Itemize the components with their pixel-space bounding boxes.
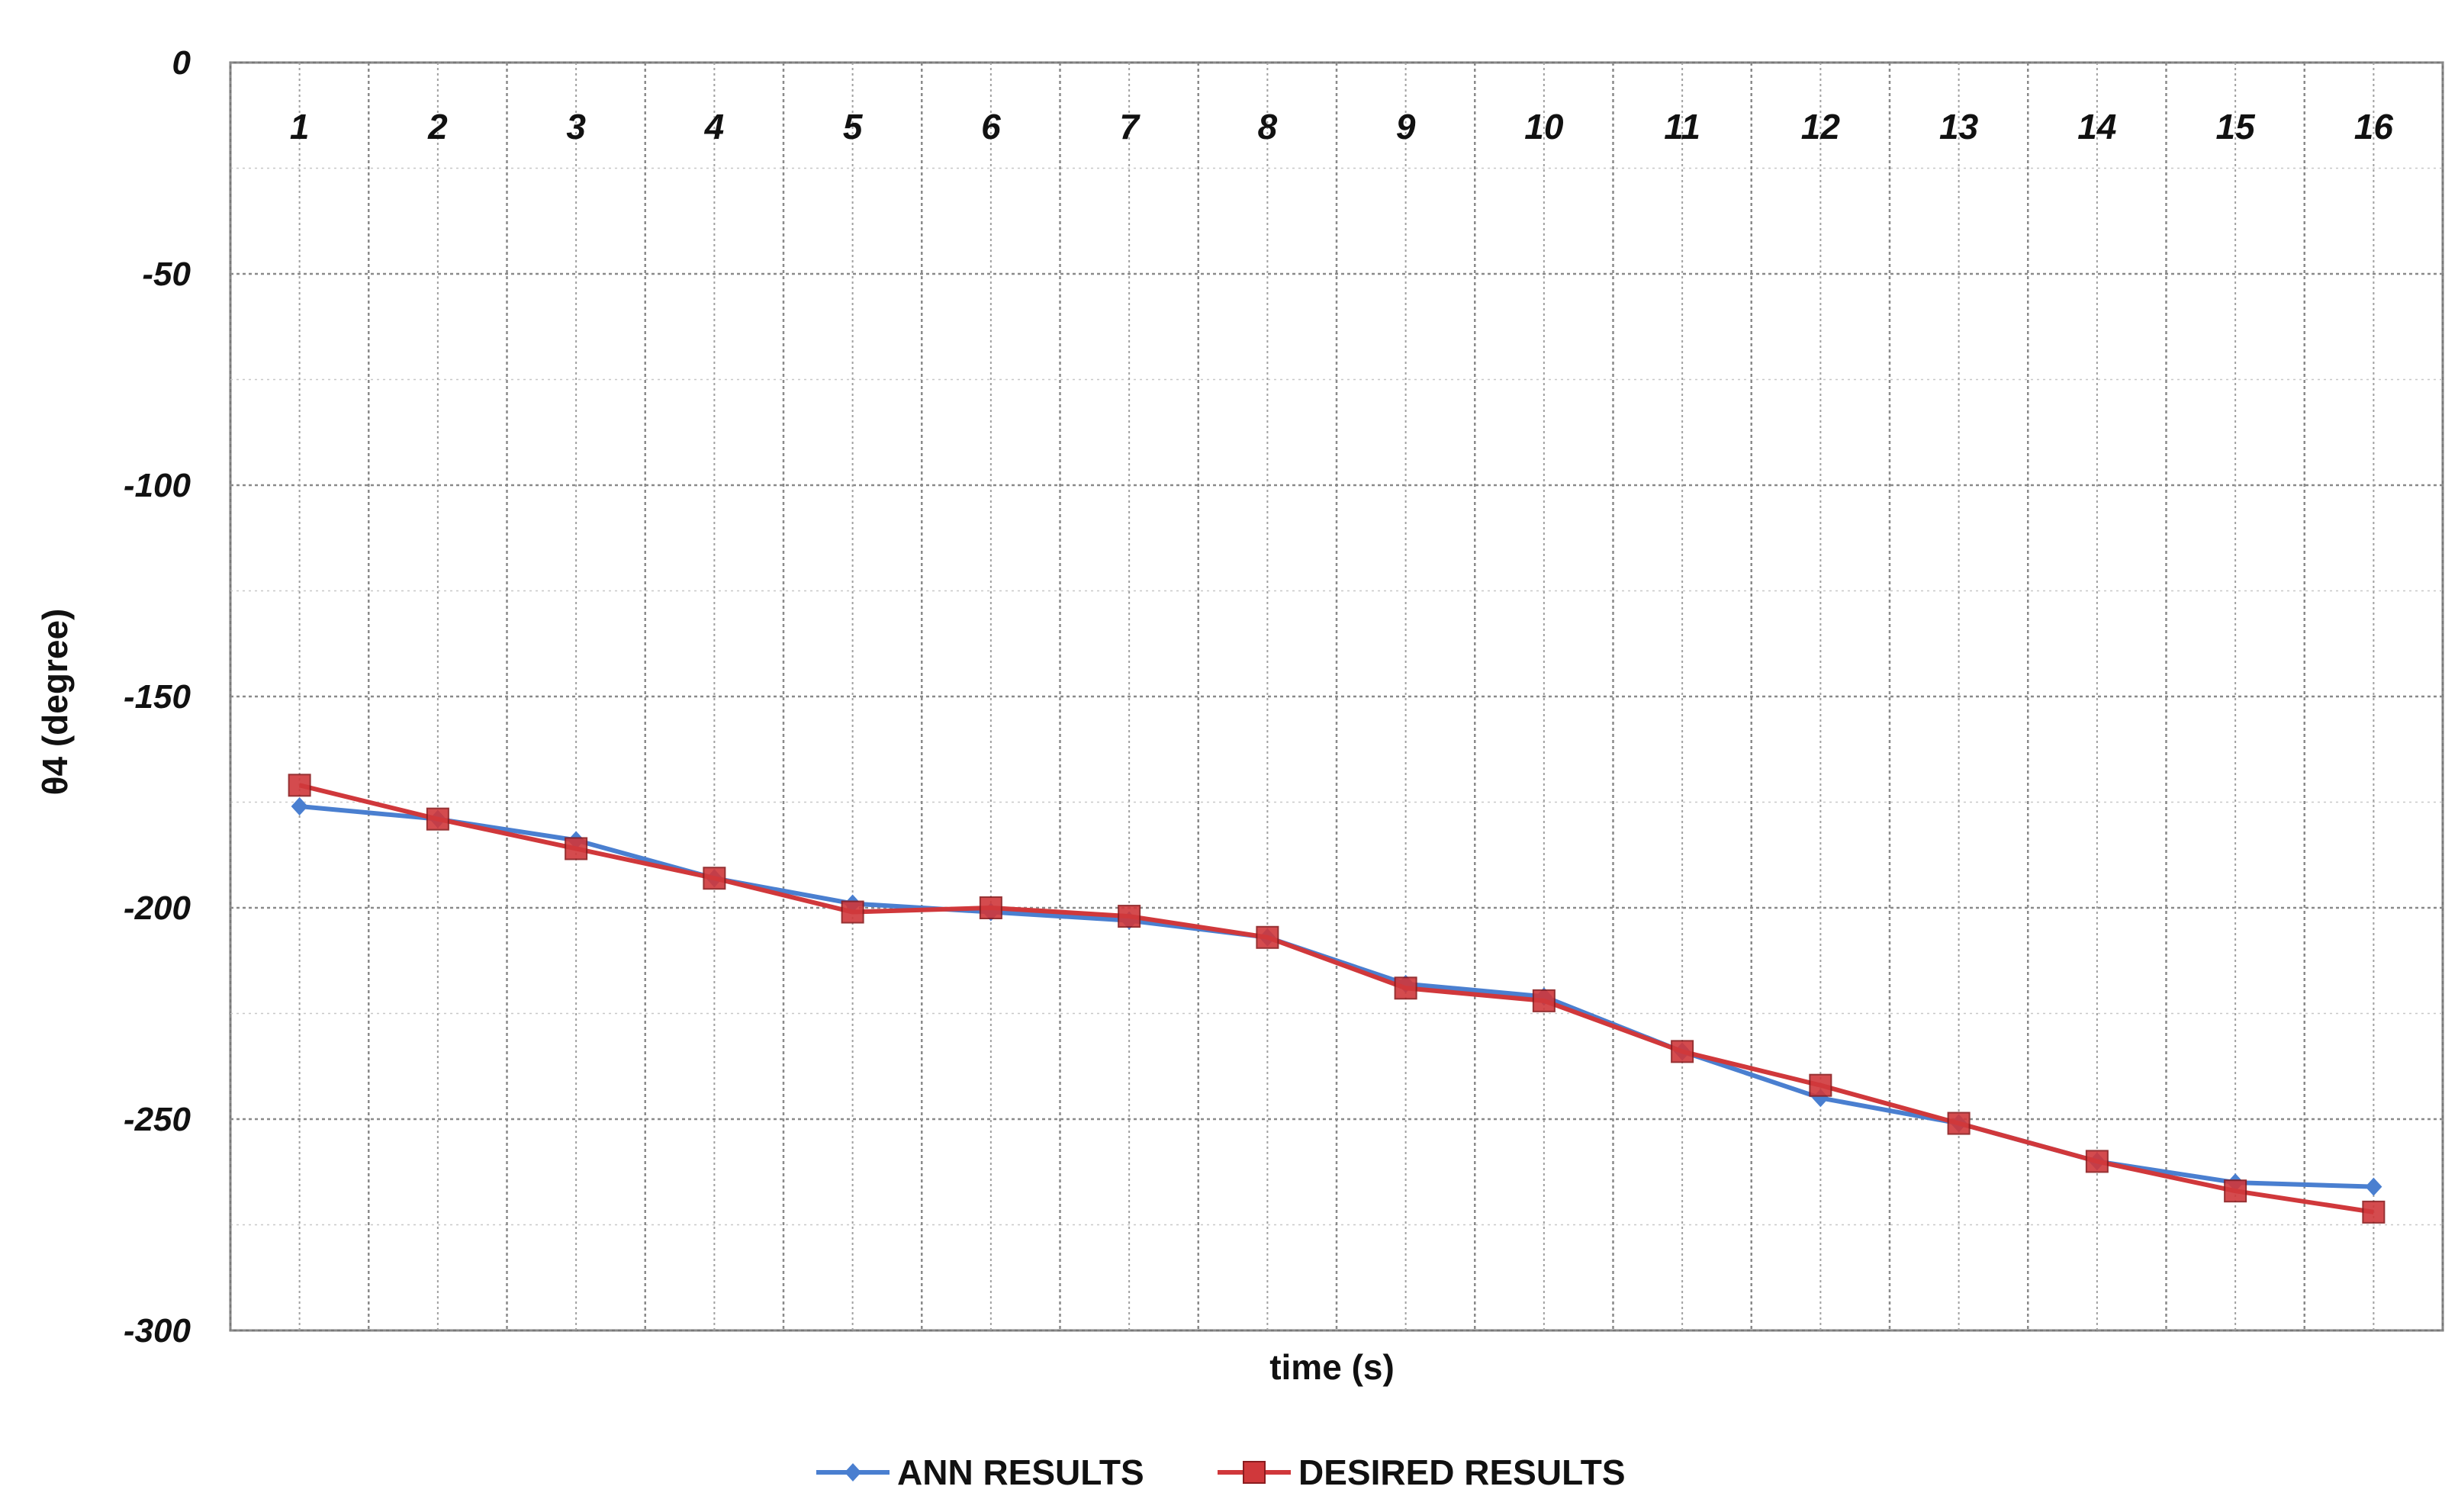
data-point (979, 896, 1002, 919)
y-tick-label: -200 (124, 890, 191, 927)
y-tick-label: -50 (142, 256, 191, 293)
data-point (841, 900, 864, 924)
x-axis-ticks: 1 2 3 4 5 6 7 8 9 10 11 12 13 14 15 16 (290, 107, 2394, 146)
y-tick-label: -300 (124, 1312, 191, 1350)
data-point (2365, 1177, 2382, 1196)
x-tick-label: 1 (290, 107, 310, 146)
x-tick-label: 3 (566, 107, 586, 146)
data-point (2224, 1179, 2247, 1203)
x-tick-label: 13 (1939, 107, 1979, 146)
data-point (291, 797, 308, 816)
x-tick-label: 5 (843, 107, 864, 146)
data-point (2085, 1150, 2109, 1173)
data-point (565, 837, 588, 861)
series-2 (288, 774, 2386, 1224)
x-tick-label: 8 (1258, 107, 1278, 146)
data-point (1947, 1111, 1971, 1135)
data-point (1671, 1040, 1694, 1063)
series-line (298, 783, 2374, 1214)
x-tick-label: 2 (427, 107, 448, 146)
x-tick-label: 10 (1524, 107, 1564, 146)
data-point (703, 867, 726, 890)
x-tick-label: 12 (1801, 107, 1841, 146)
x-axis-title: time (s) (1269, 1347, 1395, 1387)
x-tick-label: 9 (1396, 107, 1416, 146)
x-tick-label: 6 (981, 107, 1001, 146)
data-point (1394, 976, 1417, 1000)
series-layer (288, 774, 2386, 1224)
y-tick-label: -150 (124, 678, 191, 716)
x-tick-label: 16 (2354, 107, 2394, 146)
data-point (1532, 989, 1556, 1012)
grid (229, 61, 2444, 1332)
legend-marker (1243, 1461, 1266, 1484)
legend-label: DESIRED RESULTS (1298, 1452, 1626, 1492)
legend-label: ANN RESULTS (897, 1452, 1144, 1492)
data-point (426, 807, 449, 831)
x-tick-label: 14 (2077, 107, 2116, 146)
x-tick-label: 11 (1664, 107, 1700, 146)
y-tick-label: 0 (172, 44, 191, 82)
data-point (2362, 1200, 2386, 1224)
data-point (1809, 1073, 1832, 1097)
x-tick-label: 4 (704, 107, 725, 146)
legend-item-2: DESIRED RESULTS (1218, 1452, 1626, 1492)
data-point (288, 774, 311, 797)
data-point (1118, 905, 1141, 928)
legend-item-1: ANN RESULTS (816, 1452, 1144, 1492)
y-axis-ticks: 0 -50 -100 -150 -200 -250 -300 (124, 44, 191, 1350)
legend-marker (845, 1463, 861, 1481)
y-tick-label: -100 (124, 467, 191, 504)
x-tick-label: 15 (2216, 107, 2257, 146)
data-point (1256, 925, 1279, 949)
legend: ANN RESULTS DESIRED RESULTS (816, 1452, 1626, 1492)
x-tick-label: 7 (1119, 107, 1141, 146)
y-tick-label: -250 (124, 1101, 191, 1138)
y-axis-title: θ4 (degree) (35, 609, 75, 796)
